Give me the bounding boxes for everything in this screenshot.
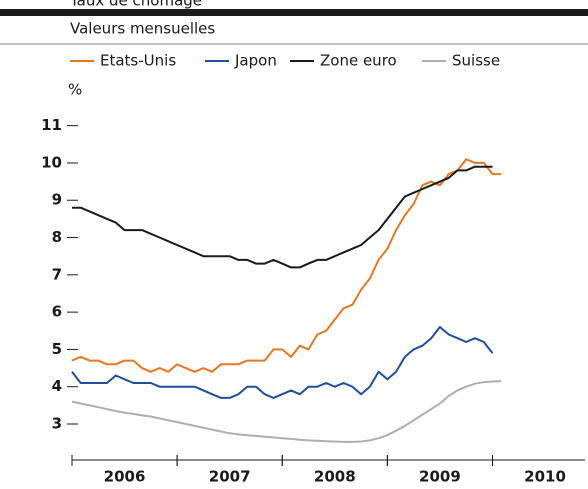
y-tick-label: 9 (52, 191, 62, 209)
legend-label: Suisse (452, 52, 500, 70)
x-tick-label: 2009 (419, 468, 461, 486)
y-tick-label: 11 (41, 116, 62, 134)
series-line (71, 326, 494, 399)
chart-subtitle: Valeurs mensuelles (70, 20, 215, 38)
chart-title: Taux de chômage (69, 0, 202, 10)
series-line (72, 165, 493, 269)
x-tick-label: 2008 (314, 468, 356, 486)
y-tick-label: 4 (52, 377, 62, 395)
x-tick-label: 2010 (524, 468, 566, 486)
series-line (71, 158, 502, 373)
y-tick-label: 10 (41, 153, 62, 171)
x-tick-label: 2006 (104, 468, 146, 486)
y-axis-label: % (68, 81, 82, 99)
y-tick-label: 8 (52, 228, 62, 246)
y-tick-label: 5 (52, 340, 62, 358)
legend-label: Etats-Unis (100, 52, 176, 70)
series-line (71, 380, 502, 443)
legend-label: Japon (234, 52, 277, 70)
x-tick-label: 2007 (209, 468, 251, 486)
y-tick-label: 6 (52, 303, 62, 321)
y-tick-label: 3 (52, 415, 62, 433)
title-bar (0, 9, 588, 16)
legend-label: Zone euro (320, 52, 397, 70)
y-tick-label: 7 (52, 265, 62, 283)
